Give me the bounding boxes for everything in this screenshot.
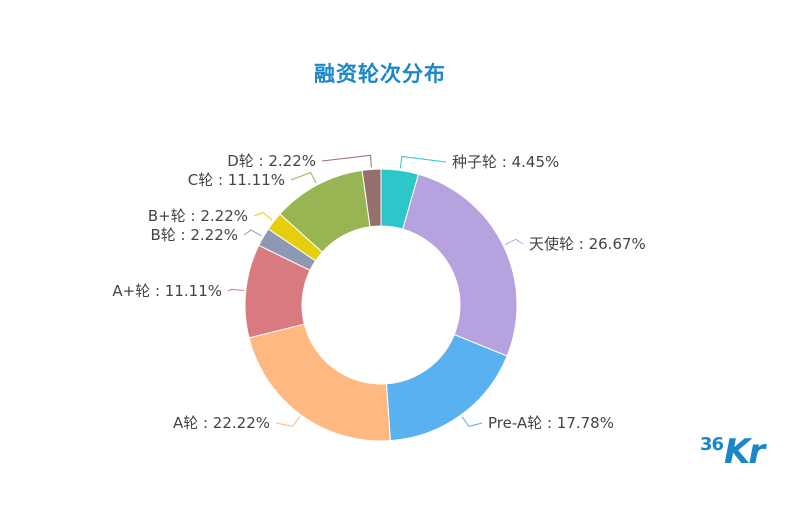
36kr-logo: 36 Kr xyxy=(700,430,780,474)
leader-line-0 xyxy=(399,155,447,169)
leader-line-5 xyxy=(243,229,262,237)
slice-label-8: D轮 : 2.22% xyxy=(227,152,316,170)
slice-label-0: 种子轮 : 4.45% xyxy=(452,153,559,171)
logo-number: 36 xyxy=(700,434,724,455)
slice-1[interactable] xyxy=(402,173,518,357)
chart-title: 融资轮次分布 xyxy=(314,62,446,86)
slice-label-3: A轮 : 22.22% xyxy=(173,414,270,432)
slice-8[interactable] xyxy=(361,168,382,228)
leader-line-8 xyxy=(321,154,372,168)
slice-label-5: B轮 : 2.22% xyxy=(150,226,238,244)
leader-line-7 xyxy=(290,171,317,184)
leader-line-3 xyxy=(275,416,301,427)
slice-label-4: A+轮 : 11.11% xyxy=(112,282,222,300)
slice-3[interactable] xyxy=(248,323,391,442)
slice-label-1: 天使轮 : 26.67% xyxy=(529,235,646,253)
leader-line-1 xyxy=(504,238,524,246)
slice-label-7: C轮 : 11.11% xyxy=(188,171,285,189)
slice-label-6: B+轮 : 2.22% xyxy=(148,207,248,225)
logo-kr: Kr xyxy=(724,432,765,472)
leader-line-4 xyxy=(227,288,244,292)
slice-label-2: Pre-A轮 : 17.78% xyxy=(488,414,614,432)
leader-line-6 xyxy=(253,212,273,221)
leader-line-2 xyxy=(461,416,483,427)
